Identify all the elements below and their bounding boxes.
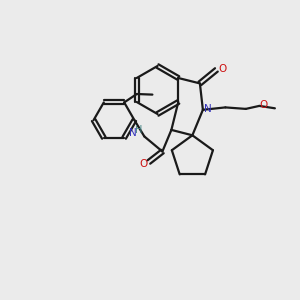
Text: O: O [140, 159, 148, 169]
Text: O: O [260, 100, 268, 110]
Text: N: N [129, 128, 137, 139]
Text: N: N [204, 104, 212, 114]
Text: O: O [218, 64, 226, 74]
Text: H: H [135, 125, 143, 135]
